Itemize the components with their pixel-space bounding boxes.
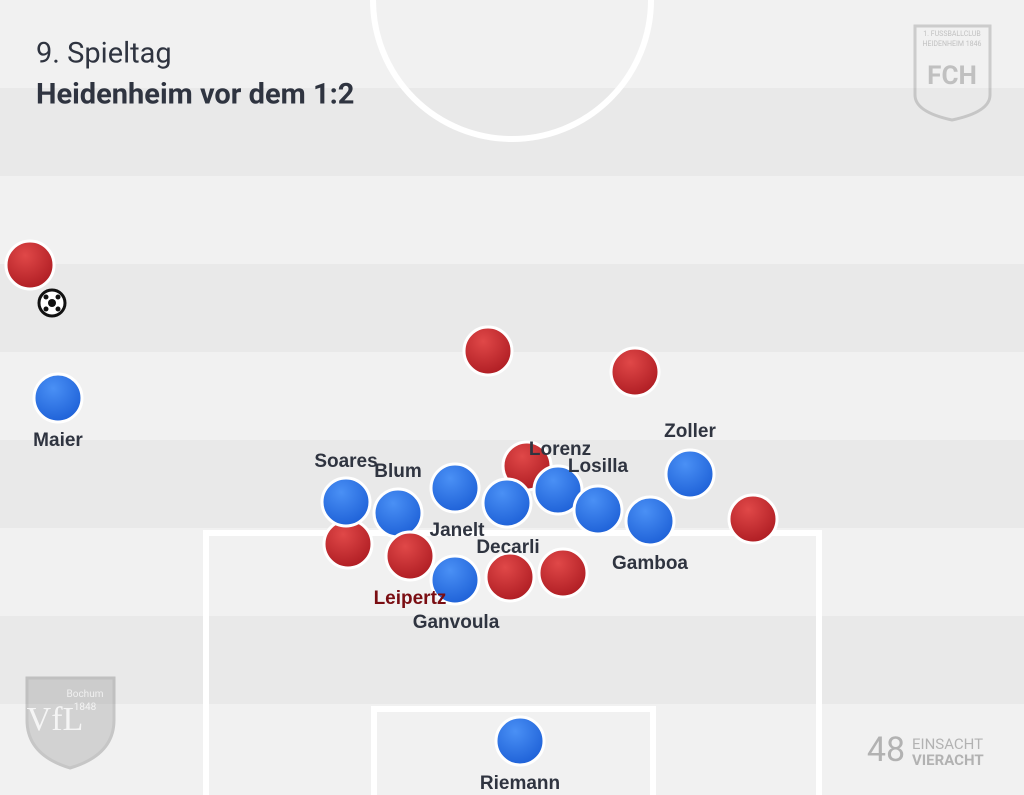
player-names: Maier Soares Blum Lorenz Losilla Zoller … (33, 421, 716, 794)
player-red (484, 551, 536, 603)
player-blue (320, 476, 372, 528)
player-name: Ganvoula (413, 612, 500, 633)
logo-text: VfL (27, 701, 84, 738)
player-blue (664, 448, 716, 500)
logo-text: 1848 (74, 702, 97, 713)
logo-text: 48 (867, 730, 905, 770)
player-name: Gamboa (612, 553, 688, 574)
title: Heidenheim vor dem 1:2 (36, 78, 354, 112)
player-blue (624, 495, 676, 547)
player-red (384, 530, 436, 582)
player-blue (429, 462, 481, 514)
player-blue (494, 715, 546, 767)
player-name: Riemann (480, 773, 560, 794)
player-name: Lorenz (529, 439, 591, 460)
bochum-logo: Bochum 1848 VfL (25, 676, 116, 770)
player-name: Zoller (664, 421, 716, 442)
player-blue (429, 554, 481, 606)
player-blue (532, 464, 584, 516)
player-name: Decarli (476, 537, 539, 558)
player-name: Maier (33, 430, 83, 451)
player-red (4, 239, 56, 291)
heidenheim-logo: 1. FUSSBALLCLUB HEIDENHEIM 1846 FCH (913, 24, 992, 122)
player-blue (32, 372, 84, 424)
logo-text: HEIDENHEIM 1846 (923, 40, 982, 48)
front-players (384, 530, 589, 606)
logo-text: VIERACHT (912, 751, 984, 769)
player-red (727, 493, 779, 545)
player-name: Blum (374, 461, 422, 482)
logo-text: FCH (927, 61, 977, 91)
player-red (462, 325, 514, 377)
player-blue (372, 487, 424, 539)
logo-text: 1. FUSSBALLCLUB (923, 30, 981, 38)
subtitle: 9. Spieltag (36, 37, 172, 71)
logo-text: Bochum (67, 689, 104, 700)
blue-players (32, 372, 716, 767)
player-blue (572, 484, 624, 536)
player-name: Soares (314, 451, 377, 472)
pitch-lines (203, 0, 822, 795)
player-blue (481, 477, 533, 529)
player-name: Leipertz (374, 588, 447, 609)
player-name: Janelt (430, 520, 486, 541)
ball (37, 288, 67, 318)
player-red (609, 346, 661, 398)
player-red (537, 547, 589, 599)
logo-text: EINSACHT (912, 735, 983, 753)
player-name: Losilla (568, 456, 629, 477)
brand-logo: 48 EINSACHT VIERACHT (867, 730, 984, 770)
